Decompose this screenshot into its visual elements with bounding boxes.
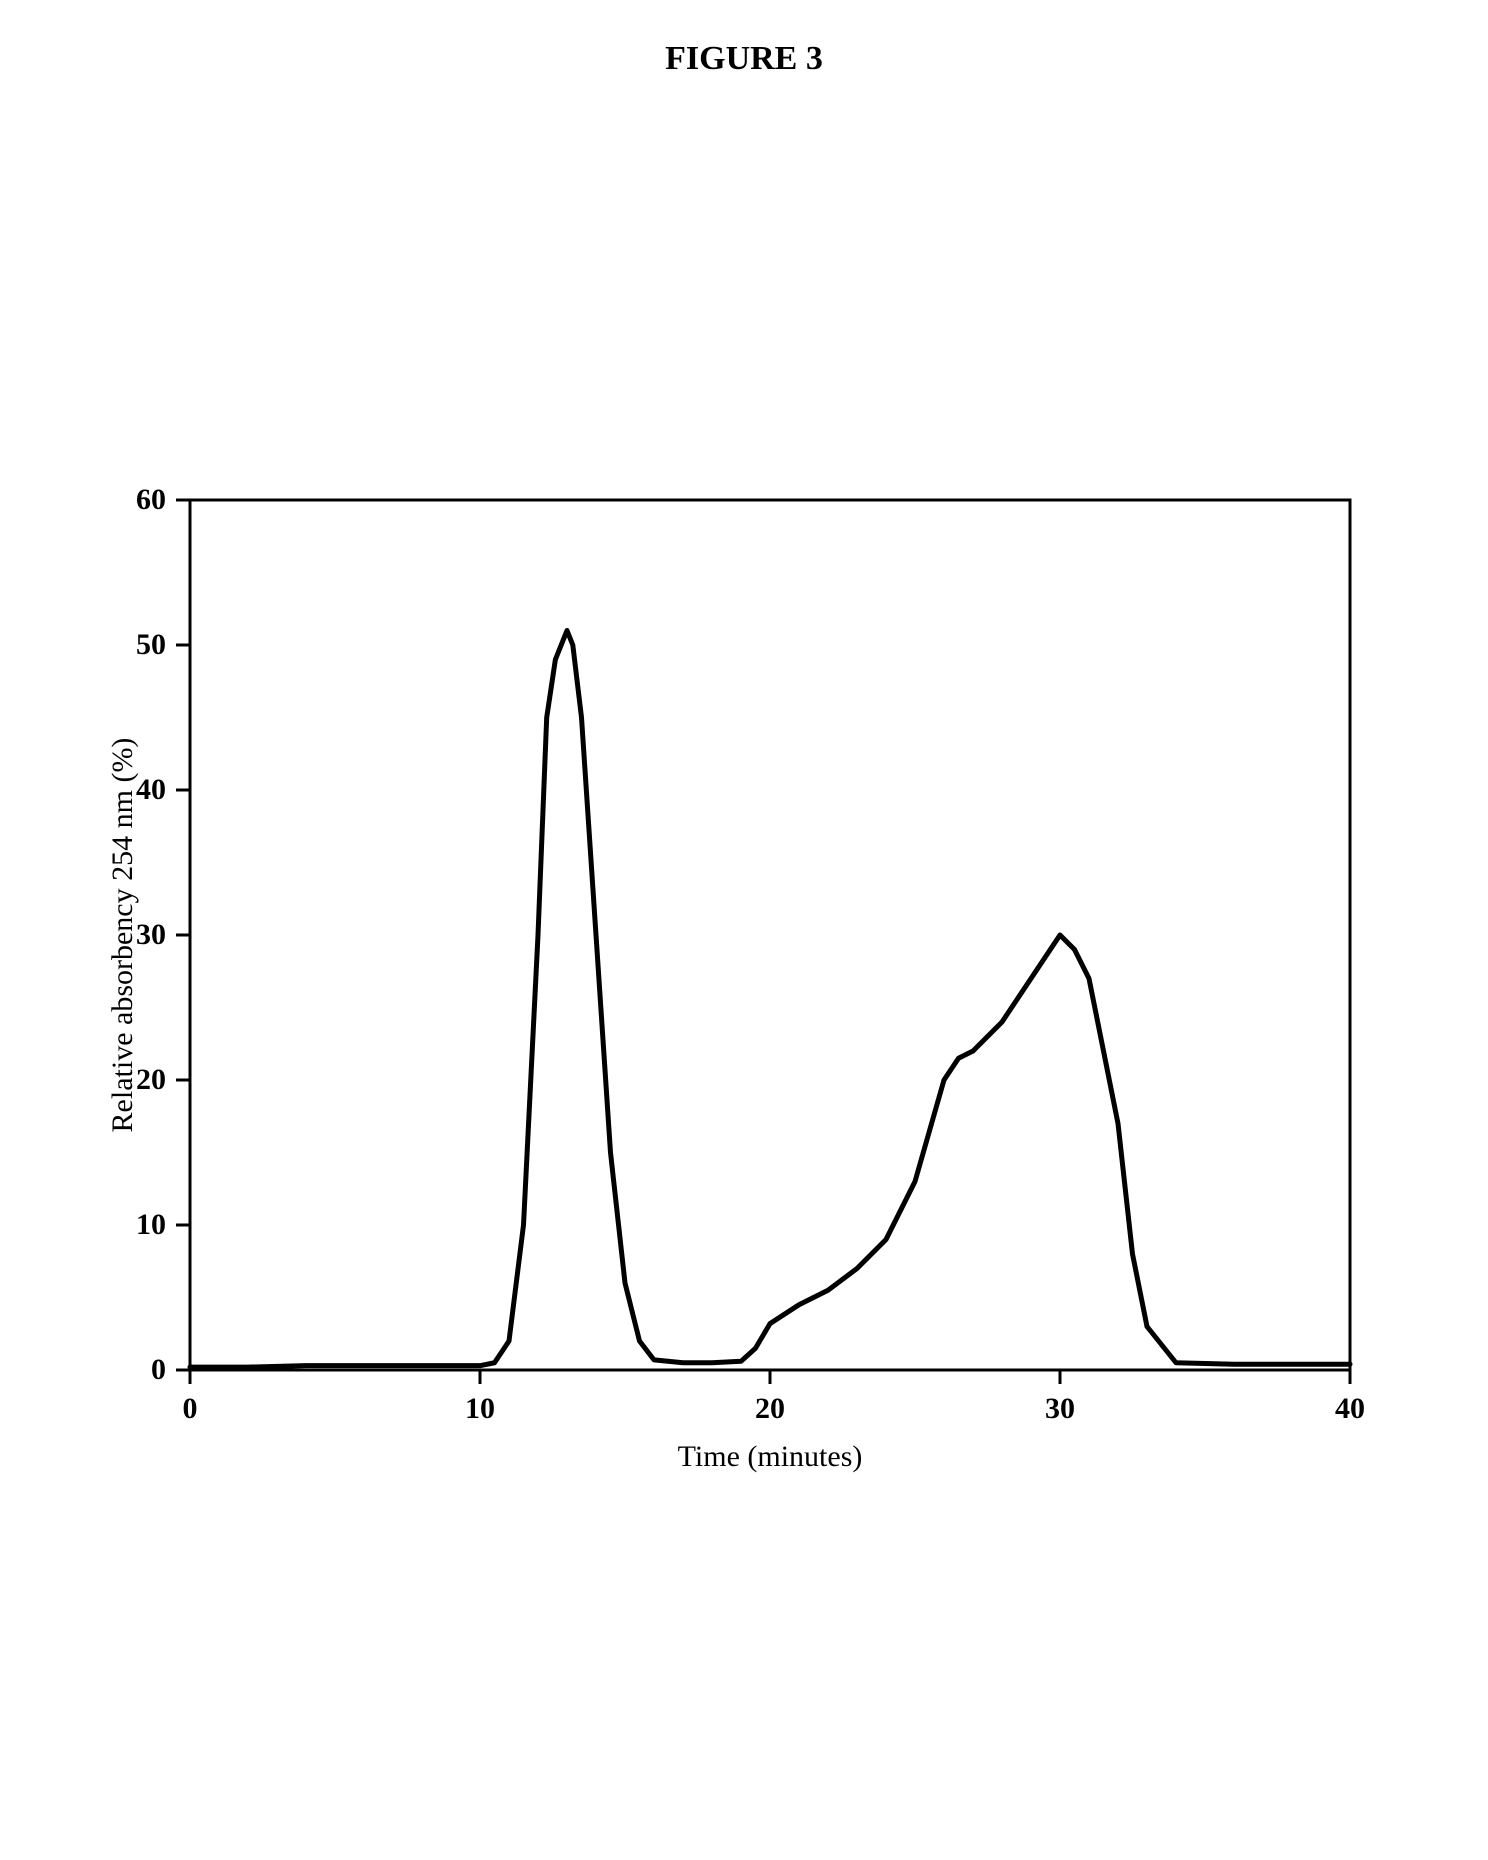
figure-title: FIGURE 3 xyxy=(0,40,1488,78)
series-absorbance xyxy=(190,631,1350,1368)
tick-label: 20 xyxy=(136,1063,166,1097)
tick-label: 10 xyxy=(136,1208,166,1242)
tick-label: 10 xyxy=(465,1392,495,1426)
tick-label: 0 xyxy=(183,1392,198,1426)
tick-label: 30 xyxy=(1045,1392,1075,1426)
tick-label: 30 xyxy=(136,918,166,952)
tick-label: 40 xyxy=(136,773,166,807)
page: FIGURE 3 Relative absorbency 254 nm (%) … xyxy=(0,0,1488,1860)
tick-label: 60 xyxy=(136,483,166,517)
y-axis-label: Relative absorbency 254 nm (%) xyxy=(106,500,140,1370)
tick-label: 20 xyxy=(755,1392,785,1426)
tick-label: 0 xyxy=(151,1353,166,1387)
chart-svg xyxy=(190,500,1350,1370)
x-axis-label: Time (minutes) xyxy=(190,1440,1350,1474)
tick-label: 50 xyxy=(136,628,166,662)
chart-area xyxy=(190,500,1350,1370)
tick-label: 40 xyxy=(1335,1392,1365,1426)
